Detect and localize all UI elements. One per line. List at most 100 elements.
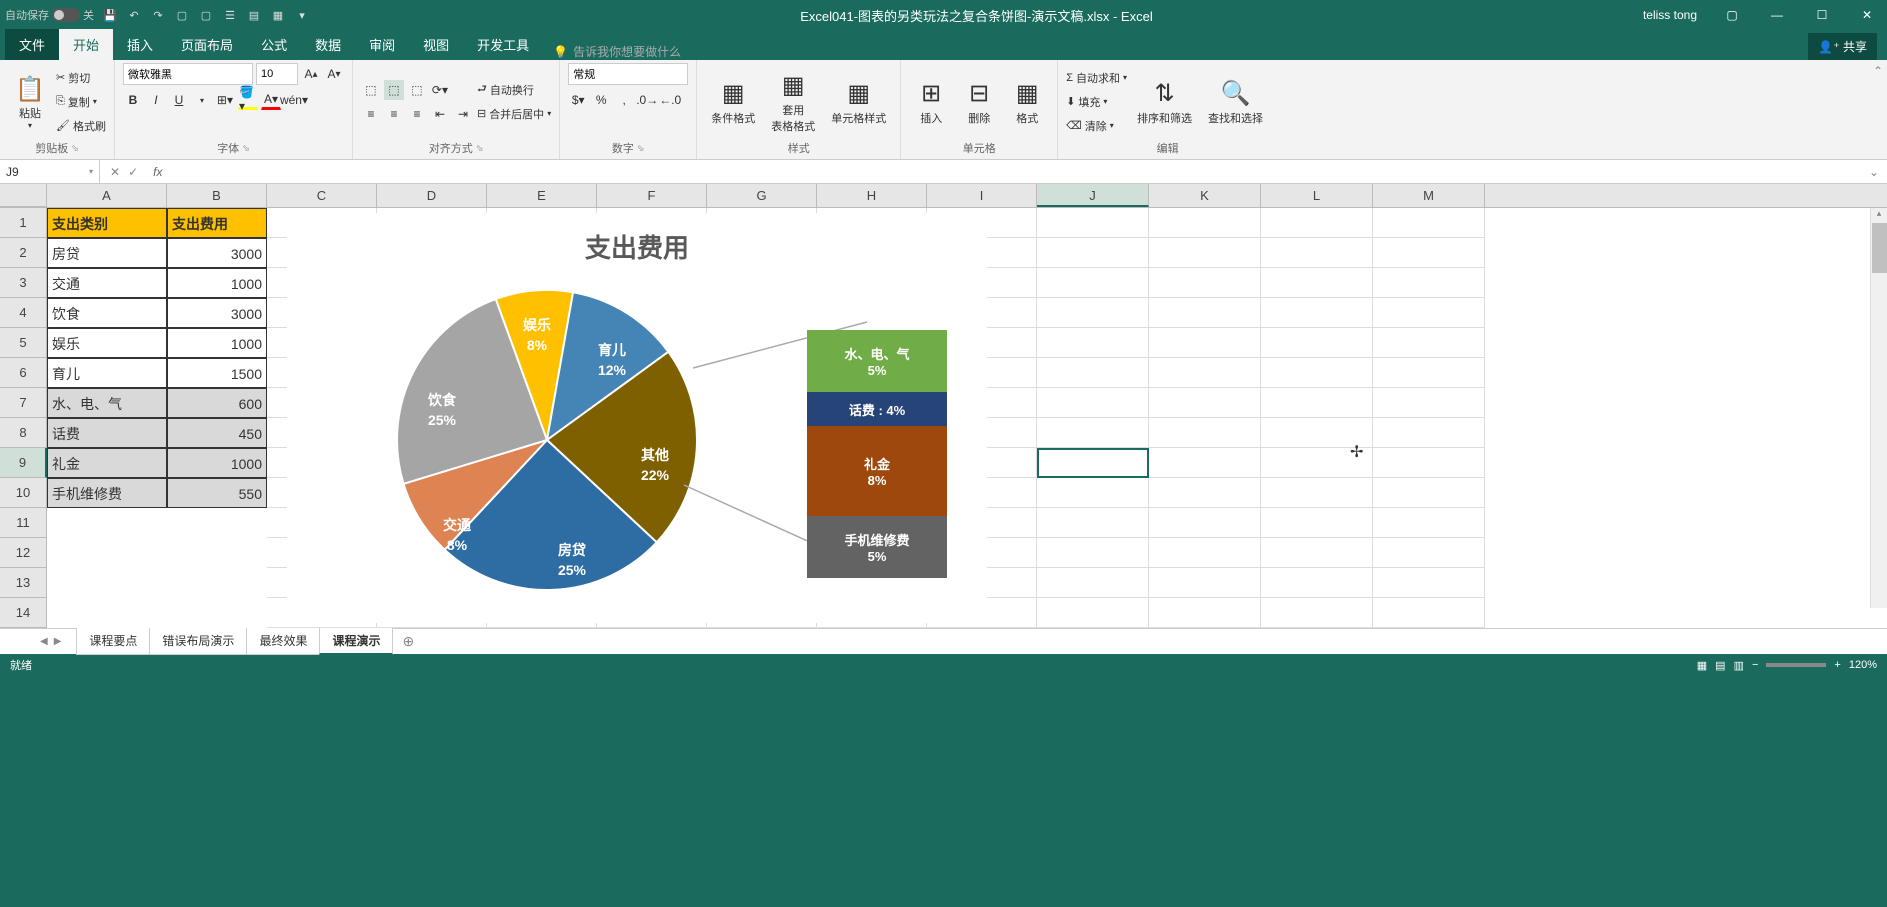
- cell-empty[interactable]: [1037, 538, 1149, 568]
- sheet-tab[interactable]: 课程演示: [319, 628, 393, 655]
- cell-empty[interactable]: [1373, 208, 1485, 238]
- qat-icon-2[interactable]: ▢: [198, 7, 214, 23]
- col-header-M[interactable]: M: [1373, 184, 1485, 207]
- close-icon[interactable]: ✕: [1852, 5, 1882, 25]
- vertical-scrollbar[interactable]: ▴: [1870, 208, 1887, 608]
- col-header-I[interactable]: I: [927, 184, 1037, 207]
- redo-icon[interactable]: ↷: [150, 7, 166, 23]
- scroll-up-icon[interactable]: ▴: [1871, 208, 1887, 219]
- cell-empty[interactable]: [1149, 328, 1261, 358]
- increase-decimal-icon[interactable]: .0→: [637, 90, 657, 110]
- cell-B5[interactable]: 1000: [167, 328, 267, 358]
- cell-empty[interactable]: [1261, 538, 1373, 568]
- row-header-4[interactable]: 4: [0, 298, 47, 328]
- align-left-icon[interactable]: ≡: [361, 104, 381, 124]
- qat-icon-4[interactable]: ▤: [246, 7, 262, 23]
- tab-data[interactable]: 数据: [301, 29, 355, 60]
- tell-me-search[interactable]: 💡 告诉我你想要做什么: [553, 43, 681, 60]
- cell-empty[interactable]: [1373, 328, 1485, 358]
- col-header-B[interactable]: B: [167, 184, 267, 207]
- cell-B7[interactable]: 600: [167, 388, 267, 418]
- cell-empty[interactable]: [1261, 568, 1373, 598]
- row-header-9[interactable]: 9: [0, 448, 47, 478]
- align-top-icon[interactable]: ⬚: [361, 80, 381, 100]
- cell-empty[interactable]: [1373, 568, 1485, 598]
- cell-empty[interactable]: [1149, 598, 1261, 628]
- username[interactable]: teliss tong: [1643, 8, 1697, 22]
- cell-empty[interactable]: [1149, 418, 1261, 448]
- cell-empty[interactable]: [1261, 298, 1373, 328]
- table-format-button[interactable]: ▦ 套用 表格格式: [765, 68, 821, 136]
- cell-empty[interactable]: [1373, 358, 1485, 388]
- toggle-switch[interactable]: [52, 8, 80, 22]
- sort-filter-button[interactable]: ⇅排序和筛选: [1131, 76, 1198, 128]
- cell-empty[interactable]: [1149, 478, 1261, 508]
- row-header-10[interactable]: 10: [0, 478, 47, 508]
- col-header-A[interactable]: A: [47, 184, 167, 207]
- col-header-J[interactable]: J: [1037, 184, 1149, 207]
- cell-B6[interactable]: 1500: [167, 358, 267, 388]
- cell-empty[interactable]: [1037, 328, 1149, 358]
- cell-A4[interactable]: 饮食: [47, 298, 167, 328]
- currency-icon[interactable]: $▾: [568, 90, 588, 110]
- conditional-format-button[interactable]: ▦ 条件格式: [705, 76, 761, 128]
- cell-B2[interactable]: 3000: [167, 238, 267, 268]
- font-name-select[interactable]: [123, 63, 253, 85]
- bold-button[interactable]: B: [123, 90, 143, 110]
- qat-icon-3[interactable]: ☰: [222, 7, 238, 23]
- cell-empty[interactable]: [1037, 418, 1149, 448]
- painter-button[interactable]: 🖌格式刷: [56, 115, 106, 137]
- name-box[interactable]: J9▾: [0, 160, 100, 183]
- cell-empty[interactable]: [1373, 598, 1485, 628]
- orientation-icon[interactable]: ⟳▾: [430, 80, 450, 100]
- sheet-tab[interactable]: 最终效果: [246, 628, 320, 655]
- col-header-E[interactable]: E: [487, 184, 597, 207]
- cell-A10[interactable]: 手机维修费: [47, 478, 167, 508]
- clear-button[interactable]: ⌫清除▾: [1066, 115, 1127, 137]
- add-sheet-button[interactable]: ⊕: [392, 633, 424, 650]
- font-color-button[interactable]: A▾: [261, 90, 281, 110]
- align-middle-icon[interactable]: ⬚: [384, 80, 404, 100]
- cell-empty[interactable]: [1149, 388, 1261, 418]
- cell-A1[interactable]: 支出类别: [47, 208, 167, 238]
- cell-A6[interactable]: 育儿: [47, 358, 167, 388]
- italic-button[interactable]: I: [146, 90, 166, 110]
- col-header-L[interactable]: L: [1261, 184, 1373, 207]
- increase-font-icon[interactable]: A▴: [301, 64, 321, 84]
- format-cells-button[interactable]: ▦格式: [1005, 76, 1049, 128]
- cell-empty[interactable]: [1373, 478, 1485, 508]
- expand-icon[interactable]: ⬂: [476, 143, 484, 154]
- formula-input[interactable]: [167, 160, 1860, 183]
- cell-empty[interactable]: [1037, 598, 1149, 628]
- fx-icon[interactable]: fx: [148, 165, 167, 179]
- cell-empty[interactable]: [1037, 508, 1149, 538]
- zoom-slider[interactable]: [1766, 663, 1826, 667]
- tab-file[interactable]: 文件: [5, 29, 59, 60]
- qat-more-icon[interactable]: ▾: [294, 7, 310, 23]
- cell-empty[interactable]: [1037, 568, 1149, 598]
- qat-icon-1[interactable]: ▢: [174, 7, 190, 23]
- row-header-8[interactable]: 8: [0, 418, 47, 448]
- cell-empty[interactable]: [1373, 268, 1485, 298]
- cell-empty[interactable]: [1261, 208, 1373, 238]
- sheet-nav-next-icon[interactable]: ▶: [54, 636, 62, 647]
- decrease-decimal-icon[interactable]: ←.0: [660, 90, 680, 110]
- col-header-G[interactable]: G: [707, 184, 817, 207]
- cancel-formula-icon[interactable]: ✕: [110, 165, 120, 179]
- cell-style-button[interactable]: ▦ 单元格样式: [825, 76, 892, 128]
- phonetic-button[interactable]: wén▾: [284, 90, 304, 110]
- border-button[interactable]: ⊞▾: [215, 90, 235, 110]
- expand-icon[interactable]: ⬂: [242, 143, 250, 154]
- cell-empty[interactable]: [1261, 508, 1373, 538]
- zoom-out-icon[interactable]: −: [1752, 659, 1758, 671]
- cell-A9[interactable]: 礼金: [47, 448, 167, 478]
- copy-button[interactable]: ⎘复制▾: [56, 91, 106, 113]
- tab-layout[interactable]: 页面布局: [167, 29, 247, 60]
- select-all-corner[interactable]: [0, 184, 47, 207]
- cell-empty[interactable]: [1261, 598, 1373, 628]
- sheet-tab[interactable]: 课程要点: [76, 628, 150, 655]
- horizontal-scrollbar[interactable]: [444, 633, 1887, 650]
- number-format-select[interactable]: [568, 63, 688, 85]
- col-header-K[interactable]: K: [1149, 184, 1261, 207]
- cell-empty[interactable]: [1149, 358, 1261, 388]
